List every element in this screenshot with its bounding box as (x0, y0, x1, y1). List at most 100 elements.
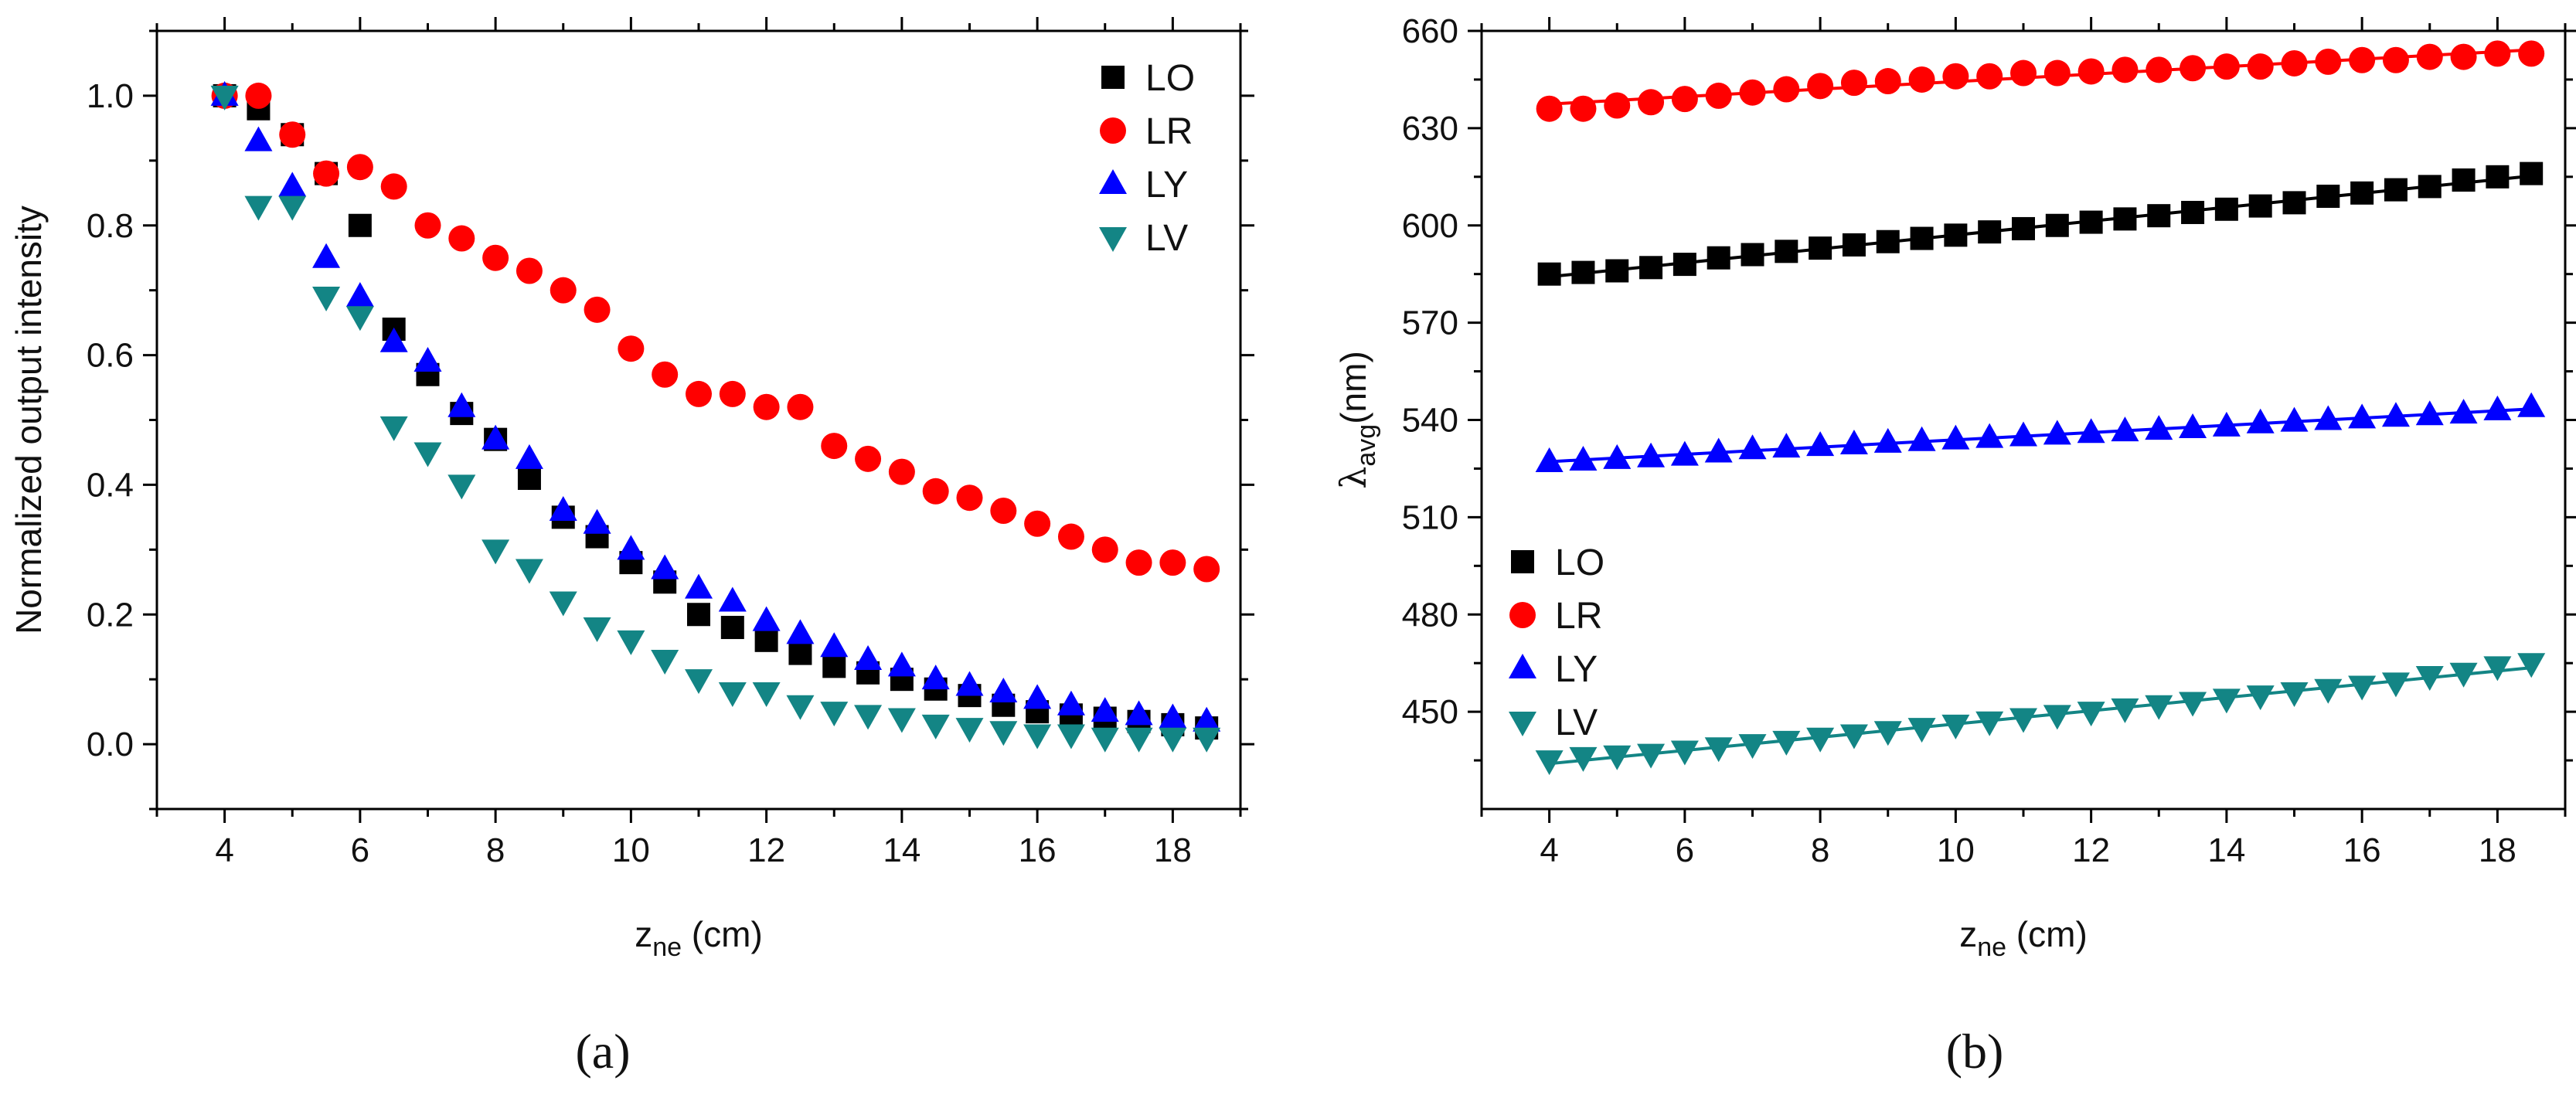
data-point-lr (313, 160, 340, 187)
data-point-lr (652, 361, 679, 388)
data-point-lr (1057, 523, 1084, 550)
data-point-lr (2043, 59, 2071, 87)
data-point-lv (1535, 750, 1564, 776)
data-point-lr (1193, 556, 1220, 583)
data-point-lo (1775, 240, 1798, 263)
legend-marker-lv (1099, 227, 1127, 252)
data-point-lo (2181, 200, 2205, 224)
data-point-lv (1941, 714, 1970, 739)
data-point-ly (2381, 402, 2410, 427)
data-point-lr (448, 225, 475, 252)
data-point-ly (1704, 437, 1733, 463)
data-point-lv (685, 669, 713, 695)
data-point-ly (1806, 431, 1835, 457)
data-point-lo (2452, 168, 2476, 192)
data-point-lr (1976, 63, 2003, 90)
data-point-lr (1942, 63, 1969, 90)
data-point-lv (1569, 746, 1598, 772)
data-point-lv (887, 708, 916, 733)
data-point-lo (1639, 256, 1663, 280)
data-point-lv (379, 416, 408, 441)
data-point-lr (888, 458, 915, 485)
data-point-ly (1839, 429, 1868, 454)
data-point-ly (1637, 442, 1666, 467)
fit-line-lv (1549, 666, 2532, 766)
y-axis-title: Normalized output intensity (9, 206, 49, 634)
x-axis-title-unit: (cm) (682, 914, 763, 954)
data-point-lo (1707, 246, 1730, 270)
data-point-ly (854, 644, 883, 670)
data-point-ly (2043, 420, 2071, 445)
data-point-lr (1570, 95, 1597, 122)
legend-marker-lr (1509, 602, 1536, 628)
data-point-lv (2111, 698, 2139, 723)
data-point-lv (854, 705, 883, 730)
data-point-lr (1638, 89, 1665, 116)
x-tick-label: 6 (1676, 831, 1694, 869)
data-point-ly (1738, 434, 1767, 460)
data-point-ly (1569, 445, 1598, 471)
x-tick-label: 6 (351, 831, 369, 869)
x-tick-label: 14 (883, 831, 920, 869)
data-point-lv (413, 442, 442, 467)
data-point-lo (1537, 262, 1561, 286)
panel-label: (a) (575, 1024, 630, 1079)
data-point-lr (753, 393, 780, 420)
data-point-lo (2384, 178, 2408, 202)
data-point-lo (2012, 216, 2035, 240)
data-point-ly (2111, 416, 2139, 442)
data-point-lo (1910, 226, 1934, 250)
data-point-lo (2418, 175, 2442, 199)
data-point-lr (414, 212, 441, 239)
y-tick-label: 540 (1402, 402, 1458, 440)
data-point-ly (2009, 421, 2037, 447)
x-tick-label: 10 (612, 831, 650, 869)
x-tick-label: 18 (1154, 831, 1192, 869)
y-axis-title-subscript: avg (1352, 424, 1381, 467)
data-point-ly (1193, 706, 1221, 732)
legend-label-lv: LV (1555, 702, 1598, 743)
legend: LO LR LY LV (1509, 542, 1604, 743)
data-point-lv (1975, 711, 2004, 736)
data-point-ly (955, 671, 984, 696)
data-point-lo (788, 641, 812, 665)
data-point-lr (380, 173, 407, 200)
data-point-ly (752, 606, 781, 631)
chart-panel-b: 4 6 8 10 12 14 16 18 450 480 510 540 570 600 630 660 zne… (1332, 12, 2576, 1079)
data-point-lv (1873, 721, 1902, 746)
data-point-ly (583, 508, 611, 534)
series-ly (210, 80, 1221, 732)
x-tick-label: 10 (1937, 831, 1975, 869)
data-point-lr (719, 380, 746, 407)
y-tick-label: 450 (1402, 693, 1458, 731)
data-point-ly (2077, 418, 2105, 444)
data-point-lv (718, 682, 747, 707)
data-point-ly (887, 651, 916, 677)
data-point-lv (312, 287, 341, 312)
data-point-ly (1975, 423, 2004, 448)
data-point-lv (447, 474, 476, 500)
fit-line-lo (1549, 174, 2532, 279)
data-point-lv (1603, 745, 1632, 770)
data-point-lo (2350, 181, 2374, 205)
data-point-ly (718, 586, 747, 612)
data-point-lv (1806, 727, 1835, 753)
y-tick-label: 0.4 (87, 466, 134, 504)
data-point-ly (820, 632, 849, 658)
legend-label-lv: LV (1145, 218, 1188, 259)
data-point-lv (921, 714, 950, 739)
data-point-lr (1159, 549, 1186, 576)
x-tick-label: 16 (2343, 831, 2381, 869)
data-point-lr (2112, 56, 2139, 83)
data-point-lv (2314, 678, 2343, 704)
x-tick-label: 18 (2479, 831, 2516, 869)
data-point-lr (2349, 46, 2376, 73)
data-point-lr (1671, 86, 1698, 113)
data-point-ly (921, 665, 950, 690)
data-point-lr (245, 82, 272, 109)
data-point-lo (2113, 207, 2137, 231)
data-point-lv (583, 617, 611, 643)
legend-label-lo: LO (1145, 58, 1195, 99)
data-point-lr (279, 121, 306, 148)
series-lr (211, 82, 1220, 583)
